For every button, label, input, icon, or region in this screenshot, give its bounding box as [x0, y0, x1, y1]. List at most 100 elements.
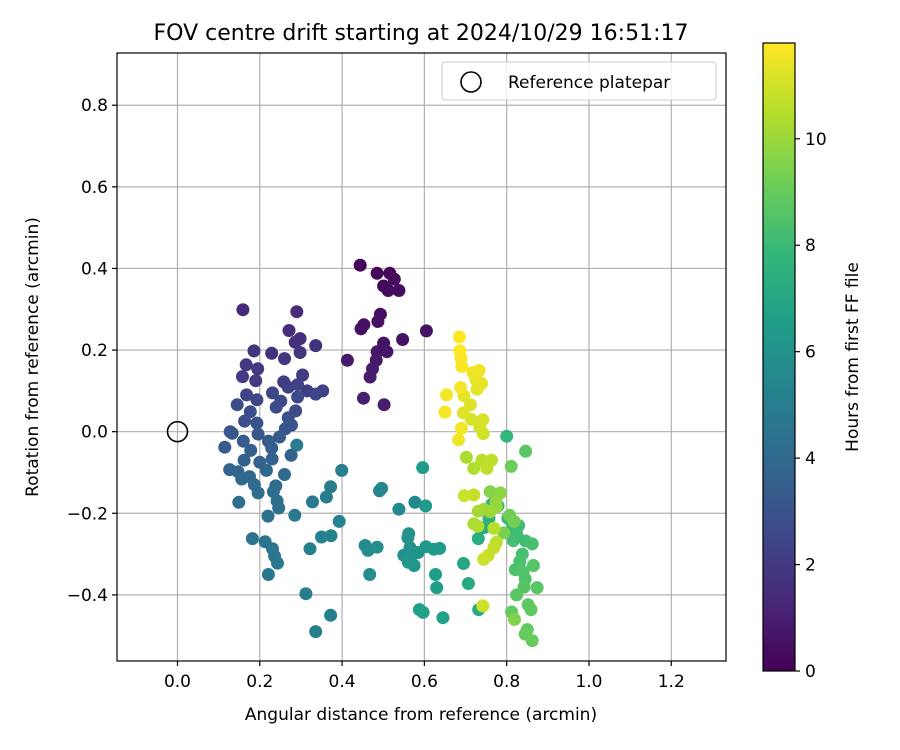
- data-point: [218, 440, 232, 454]
- data-point: [407, 559, 421, 572]
- x-tick-label: 0.0: [164, 672, 191, 692]
- data-point: [273, 430, 286, 444]
- y-tick-label: −0.4: [67, 586, 108, 606]
- scatter-points: [166, 258, 544, 648]
- data-point: [291, 390, 305, 404]
- data-point: [309, 387, 323, 401]
- data-point: [370, 266, 384, 280]
- data-point: [429, 568, 442, 581]
- grid: [117, 53, 726, 661]
- x-axis-label: Angular distance from reference (arcmin): [245, 705, 597, 725]
- data-point: [438, 405, 452, 419]
- data-point: [238, 414, 252, 428]
- colorbar-gradient: [762, 42, 796, 672]
- y-tick-label: 0.4: [81, 259, 108, 279]
- data-point: [249, 374, 263, 388]
- data-point: [472, 364, 486, 377]
- data-point: [506, 534, 520, 548]
- data-point: [353, 258, 367, 272]
- data-point: [230, 398, 244, 412]
- x-tick-label: 0.6: [411, 672, 438, 692]
- x-tick-label: 0.4: [329, 672, 356, 692]
- legend-reference-marker: [460, 71, 482, 93]
- x-tick-label: 0.2: [246, 672, 273, 692]
- data-point: [363, 370, 377, 384]
- data-point: [526, 559, 540, 572]
- data-point: [392, 502, 406, 516]
- data-point: [251, 427, 265, 441]
- data-point: [387, 272, 401, 286]
- data-point: [440, 388, 454, 402]
- data-point: [265, 441, 279, 455]
- data-point: [245, 532, 259, 546]
- data-point: [244, 443, 258, 457]
- data-point: [236, 434, 250, 448]
- data-point: [291, 378, 305, 392]
- data-point: [251, 362, 265, 376]
- data-point: [457, 489, 471, 503]
- data-point: [454, 421, 468, 435]
- colorbar: 0 2 4 6 8 10 Hours from first FF file: [762, 42, 863, 682]
- data-point: [261, 509, 275, 523]
- data-point: [500, 429, 514, 443]
- data-point: [471, 504, 485, 518]
- data-point: [373, 484, 386, 498]
- data-point: [299, 587, 313, 601]
- y-axis-label: Rotation from reference (arcmin): [23, 217, 43, 497]
- data-point: [524, 603, 538, 617]
- data-point: [357, 318, 371, 332]
- data-point: [261, 568, 275, 581]
- data-point: [272, 501, 286, 515]
- data-point: [487, 521, 501, 535]
- x-tick-label: 1.0: [575, 672, 602, 692]
- data-point: [377, 398, 391, 412]
- data-point: [416, 461, 430, 475]
- data-point: [510, 588, 524, 602]
- data-point: [464, 398, 477, 412]
- data-point: [370, 540, 384, 554]
- colorbar-label: Hours from first FF file: [843, 262, 863, 452]
- data-point: [525, 634, 539, 648]
- data-point: [293, 346, 307, 359]
- data-point: [284, 448, 298, 462]
- data-point: [459, 450, 473, 464]
- y-tick-label: 0.8: [81, 96, 108, 116]
- y-tick-label: 0.2: [81, 341, 108, 361]
- data-point: [282, 324, 296, 337]
- data-point: [271, 556, 284, 570]
- data-point: [381, 284, 395, 297]
- y-tick-label: −0.2: [67, 504, 108, 524]
- data-point: [430, 581, 444, 595]
- data-point: [340, 353, 354, 367]
- data-point: [309, 339, 323, 353]
- legend-box: [441, 61, 717, 101]
- data-point: [392, 284, 406, 297]
- data-point: [357, 391, 370, 405]
- data-point: [452, 330, 466, 344]
- data-point: [278, 352, 291, 366]
- data-point: [324, 608, 338, 622]
- data-point: [288, 508, 302, 522]
- data-point: [237, 453, 251, 467]
- data-point: [471, 532, 485, 546]
- data-point: [335, 463, 349, 477]
- colorbar-ticks: 0 2 4 6 8 10: [795, 130, 827, 682]
- data-point: [251, 486, 265, 500]
- data-point: [401, 531, 415, 545]
- data-point: [236, 370, 249, 384]
- data-point: [504, 459, 518, 473]
- axes: 0.0 0.2 0.4 0.6 0.8 1.0 1.2 −0.4 −0.2 0.0 0.2 0.4 0.…: [67, 52, 727, 692]
- data-point: [525, 537, 539, 551]
- data-point: [259, 463, 273, 477]
- x-tick-label: 0.8: [493, 672, 520, 692]
- data-point: [250, 416, 264, 430]
- data-point: [243, 405, 257, 419]
- data-point: [380, 345, 394, 359]
- data-point: [247, 344, 261, 358]
- data-point: [508, 612, 521, 626]
- legend-entry-reference: Reference platepar: [508, 73, 670, 93]
- data-point: [454, 381, 468, 395]
- x-tick-label: 1.2: [658, 672, 685, 692]
- y-tick-label: 0.0: [81, 423, 108, 443]
